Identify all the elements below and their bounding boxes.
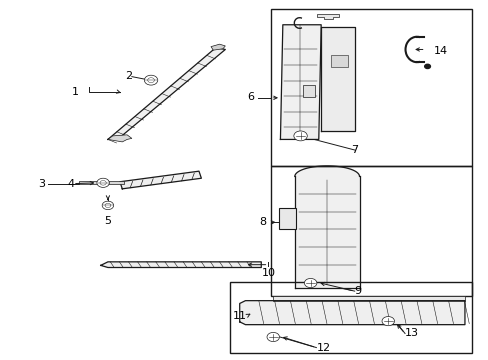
Polygon shape: [321, 27, 354, 131]
Circle shape: [424, 64, 429, 68]
Polygon shape: [294, 166, 359, 176]
Circle shape: [304, 278, 316, 288]
Polygon shape: [294, 176, 359, 288]
Text: 1: 1: [72, 87, 79, 97]
Polygon shape: [108, 135, 132, 142]
Text: 7: 7: [350, 145, 358, 155]
Polygon shape: [120, 171, 201, 189]
Polygon shape: [330, 55, 347, 67]
Text: 2: 2: [124, 71, 132, 81]
Text: 4: 4: [67, 179, 74, 189]
Circle shape: [102, 201, 113, 210]
Polygon shape: [210, 44, 225, 50]
Polygon shape: [280, 25, 321, 139]
Circle shape: [105, 203, 111, 207]
Polygon shape: [79, 181, 123, 184]
Text: 12: 12: [316, 343, 330, 352]
Text: 8: 8: [259, 217, 265, 227]
Text: 9: 9: [354, 286, 361, 296]
Text: 3: 3: [39, 179, 45, 189]
Circle shape: [144, 75, 158, 85]
Circle shape: [293, 131, 306, 141]
Circle shape: [147, 78, 154, 83]
Bar: [270, 9, 471, 166]
Bar: [279, 208, 295, 229]
Circle shape: [100, 180, 106, 185]
Text: 6: 6: [246, 92, 254, 102]
Text: 13: 13: [404, 328, 418, 338]
Polygon shape: [108, 48, 225, 139]
Text: 14: 14: [433, 46, 447, 56]
Polygon shape: [273, 296, 464, 301]
Circle shape: [266, 332, 279, 342]
Polygon shape: [317, 14, 339, 19]
Bar: [270, 166, 471, 296]
Bar: [230, 282, 471, 353]
Text: 11: 11: [232, 311, 246, 321]
Polygon shape: [239, 301, 464, 325]
Circle shape: [381, 316, 394, 326]
Bar: [303, 85, 314, 97]
Polygon shape: [101, 262, 261, 267]
Circle shape: [97, 178, 109, 188]
Text: 10: 10: [261, 269, 275, 279]
Text: 5: 5: [104, 216, 111, 226]
